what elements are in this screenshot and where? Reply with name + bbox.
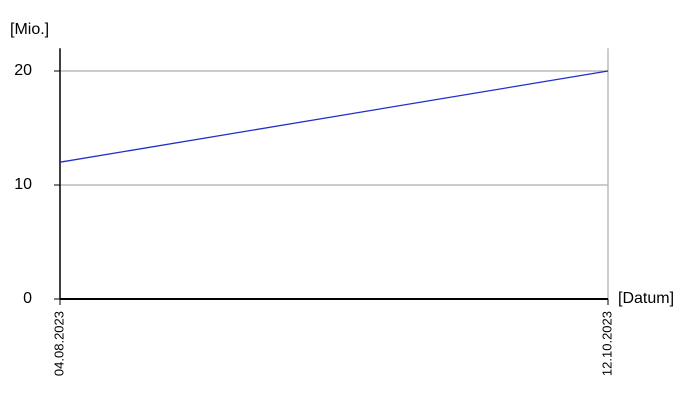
x-tick-label: 04.08.2023 — [51, 311, 66, 376]
x-tick-label: 12.10.2023 — [599, 311, 614, 376]
y-tick-label: 10 — [14, 176, 32, 193]
data-line — [59, 70, 609, 163]
y-tick-label: 20 — [14, 62, 32, 79]
x-axis-label: [Datum] — [618, 290, 674, 307]
y-axis-label: [Mio.] — [10, 21, 49, 38]
y-tick-label: 0 — [23, 290, 32, 307]
